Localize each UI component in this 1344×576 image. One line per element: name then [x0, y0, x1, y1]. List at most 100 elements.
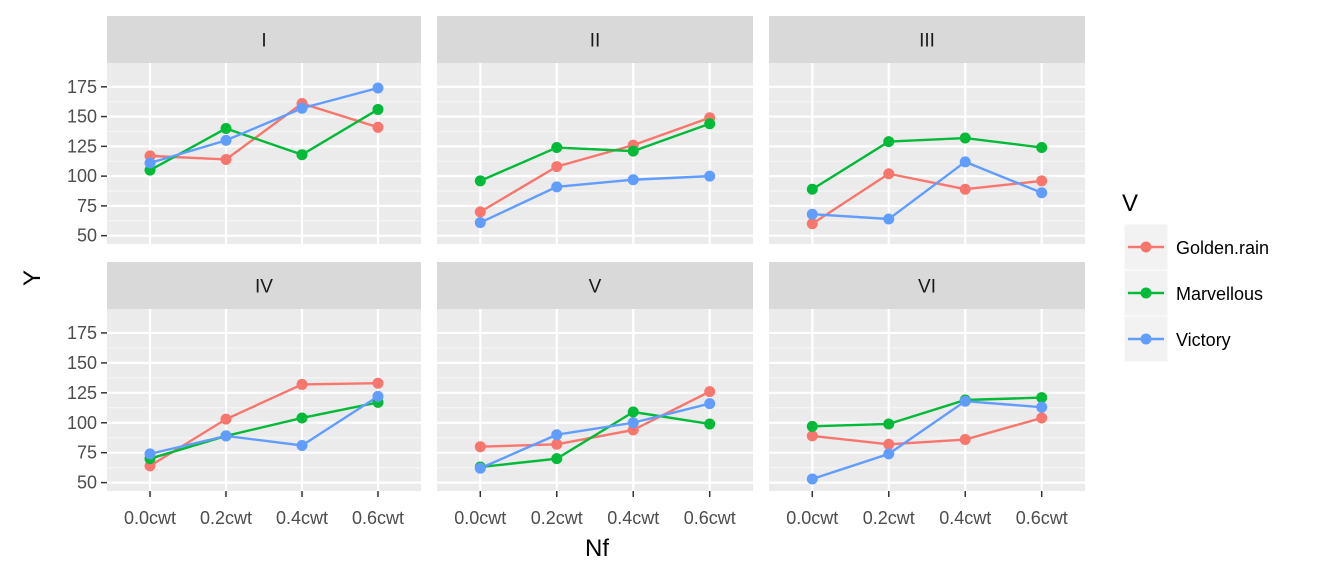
data-point	[296, 412, 308, 424]
series-line-golden-rain	[479, 116, 711, 213]
axes: 50 75 100 125 150 175 50 75 100 125 150 175 0.0cwt 0.…	[67, 77, 1068, 528]
data-point	[474, 217, 486, 229]
y-tick-label: 100	[67, 166, 97, 186]
data-point	[627, 145, 639, 157]
data-point	[883, 418, 895, 430]
series-line-victory	[479, 174, 710, 224]
series-line-marvellous	[479, 122, 711, 182]
data-point	[883, 438, 895, 450]
y-tick-label: 125	[67, 136, 97, 156]
data-point	[220, 413, 232, 425]
strip-background	[107, 262, 421, 309]
y-tick-label: 50	[77, 226, 97, 246]
strip-label: V	[589, 277, 602, 298]
data-point	[296, 149, 308, 161]
data-point	[551, 429, 563, 441]
panel-background	[107, 63, 421, 244]
data-point	[220, 430, 232, 442]
x-tick-label: 0.2cwt	[531, 508, 583, 528]
strip-label: III	[919, 31, 935, 52]
strip-background	[437, 262, 753, 309]
x-tick-label: 0.2cwt	[200, 508, 252, 528]
strip-label: I	[261, 31, 266, 52]
panel-background	[437, 309, 753, 491]
series-line-golden-rain	[480, 390, 711, 448]
data-point	[551, 161, 563, 173]
series-line-marvellous	[812, 396, 1042, 428]
series-line-marvellous	[811, 136, 1042, 191]
panel-II: II	[437, 16, 753, 244]
data-point	[806, 183, 818, 195]
data-point	[806, 473, 818, 485]
panel-IV: IV	[107, 262, 421, 491]
legend-point	[1140, 333, 1152, 345]
panel-background	[437, 63, 753, 244]
y-tick-label: 75	[77, 196, 97, 216]
data-point	[1036, 401, 1048, 413]
y-tick-label: 150	[67, 107, 97, 127]
data-point	[551, 142, 563, 154]
data-point	[1036, 142, 1048, 154]
strip-background	[437, 16, 753, 63]
data-point	[883, 448, 895, 460]
data-point	[627, 406, 639, 418]
data-point	[959, 183, 971, 195]
series-line-victory	[812, 160, 1043, 221]
strip-background	[107, 16, 421, 63]
data-point	[883, 213, 895, 225]
series-line-marvellous	[149, 401, 379, 460]
strip-label: VI	[918, 277, 936, 298]
panel-III: III	[769, 16, 1085, 244]
y-tick-label: 175	[67, 323, 97, 343]
x-tick-label: 0.4cwt	[607, 508, 659, 528]
legend-point	[1140, 241, 1152, 253]
x-tick-label: 0.0cwt	[454, 508, 506, 528]
legend-label: Marvellous	[1176, 284, 1263, 304]
data-point	[296, 378, 308, 390]
x-tick-label: 0.0cwt	[786, 508, 838, 528]
data-point	[551, 438, 563, 450]
strip-background	[769, 262, 1085, 309]
y-axis-title: Y	[19, 270, 46, 286]
data-point	[372, 390, 384, 402]
data-point	[704, 418, 716, 430]
series-line-victory	[479, 402, 710, 470]
legend-title: V	[1122, 190, 1138, 217]
data-point	[806, 218, 818, 230]
y-tick-label: 50	[77, 473, 97, 493]
data-point	[296, 440, 308, 451]
data-point	[1036, 187, 1048, 199]
y-tick-label: 100	[67, 413, 97, 433]
y-tick-label: 150	[67, 353, 97, 373]
data-point	[372, 82, 384, 94]
data-point	[372, 103, 384, 115]
data-point	[704, 170, 716, 182]
strip-label: II	[590, 31, 601, 52]
panel-VI: VI	[769, 262, 1085, 491]
panel-I: I	[107, 16, 421, 244]
y-tick-label: 125	[67, 383, 97, 403]
series-line-golden-rain	[149, 382, 379, 467]
panel-V: V	[437, 262, 753, 491]
data-point	[474, 175, 486, 187]
series-line-victory	[811, 399, 1042, 481]
series-line-golden-rain	[811, 172, 1042, 225]
strip-label: IV	[255, 277, 273, 298]
data-point	[627, 174, 639, 186]
x-tick-label: 0.4cwt	[939, 508, 991, 528]
data-point	[144, 448, 156, 460]
data-point	[704, 398, 716, 410]
series-line-golden-rain	[149, 102, 379, 161]
legend: V Golden.rain Marvellous Victory	[1122, 190, 1269, 363]
data-point	[474, 206, 486, 218]
data-point	[551, 181, 563, 193]
data-point	[220, 122, 232, 134]
data-point	[551, 453, 563, 465]
legend-item: Victory	[1123, 315, 1231, 363]
data-point	[959, 132, 971, 144]
panel-background	[769, 309, 1085, 491]
series-line-marvellous	[149, 108, 379, 172]
data-point	[883, 168, 895, 180]
